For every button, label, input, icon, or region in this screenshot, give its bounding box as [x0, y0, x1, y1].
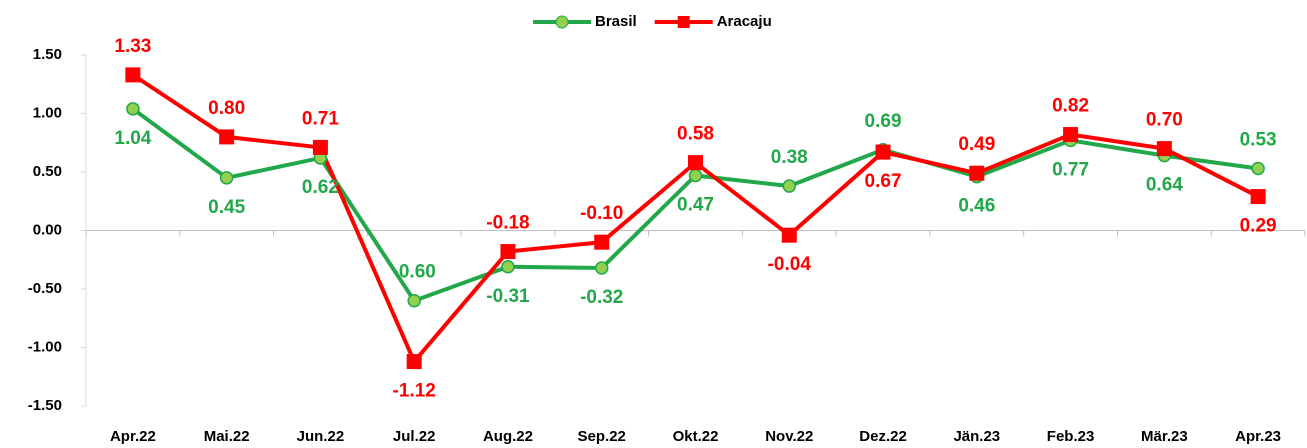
marker — [594, 234, 610, 250]
y-tick-label: 0.50 — [33, 163, 62, 180]
data-label: 0.47 — [677, 195, 714, 216]
x-tick-label: Mai.22 — [204, 428, 250, 445]
y-tick-label: -1.50 — [28, 397, 62, 414]
x-tick-label: Jän.23 — [953, 428, 1000, 445]
x-tick-label: Sep.22 — [578, 428, 626, 445]
x-tick-label: Apr.23 — [1235, 428, 1281, 445]
marker — [407, 293, 421, 308]
x-tick-label: Aug.22 — [483, 428, 533, 445]
marker — [501, 260, 515, 274]
marker — [500, 244, 516, 260]
data-label: 0.67 — [865, 171, 902, 192]
legend-marker — [677, 16, 690, 28]
y-tick-label: 0.00 — [33, 221, 62, 238]
marker — [1156, 141, 1172, 157]
data-label: 0.49 — [958, 134, 995, 155]
data-label: -1.12 — [393, 381, 436, 402]
legend-marker — [555, 15, 569, 29]
y-tick-label: 1.50 — [33, 46, 62, 63]
data-label: 0.71 — [302, 108, 339, 129]
data-label: 0.69 — [865, 111, 902, 132]
x-tick-label: Apr.22 — [110, 428, 156, 445]
marker — [219, 129, 235, 145]
marker — [688, 155, 703, 171]
data-label: -0.31 — [486, 286, 530, 307]
data-label: 0.82 — [1052, 96, 1089, 117]
marker — [126, 102, 140, 116]
y-tick-label: 1.00 — [33, 104, 62, 121]
data-label: 0.62 — [302, 177, 339, 198]
data-label: -0.10 — [580, 203, 623, 224]
y-tick-label: -0.50 — [28, 280, 62, 297]
marker — [594, 261, 609, 275]
marker — [312, 139, 328, 155]
marker — [406, 354, 422, 370]
data-label: 0.45 — [208, 197, 245, 218]
data-label: 0.29 — [1240, 216, 1277, 237]
x-tick-label: Mär.23 — [1141, 428, 1188, 445]
marker — [1063, 127, 1079, 143]
marker — [875, 144, 891, 160]
data-label: 1.33 — [114, 36, 151, 57]
x-tick-label: Nov.22 — [765, 428, 813, 445]
marker — [1250, 189, 1266, 205]
x-tick-label: Jun.22 — [297, 428, 345, 445]
marker — [969, 165, 985, 181]
x-tick-label: Feb.23 — [1047, 428, 1095, 445]
marker — [781, 227, 797, 243]
legend-label: Aracaju — [717, 13, 772, 30]
data-label: 0.80 — [208, 98, 245, 119]
x-tick-label: Dez.22 — [859, 428, 907, 445]
marker — [125, 67, 141, 83]
data-label: -0.60 — [393, 262, 436, 283]
data-label: -0.04 — [768, 254, 812, 275]
legend-label: Brasil — [595, 13, 637, 30]
data-label: 1.04 — [114, 128, 151, 149]
data-label: -0.18 — [486, 213, 529, 234]
data-label: 0.58 — [677, 124, 714, 145]
data-label: 0.46 — [958, 196, 995, 217]
marker — [782, 179, 797, 193]
marker — [219, 171, 234, 185]
data-label: 0.77 — [1052, 159, 1089, 180]
x-tick-label: Jul.22 — [393, 428, 436, 445]
data-label: 0.64 — [1146, 175, 1183, 196]
x-tick-label: Okt.22 — [673, 428, 719, 445]
marker — [1251, 161, 1265, 176]
y-tick-label: -1.00 — [28, 338, 62, 355]
data-label: 0.38 — [771, 147, 808, 168]
data-label: 0.53 — [1240, 130, 1277, 151]
marker — [688, 168, 703, 183]
data-label: -0.32 — [580, 287, 623, 308]
data-label: 0.70 — [1146, 110, 1183, 131]
